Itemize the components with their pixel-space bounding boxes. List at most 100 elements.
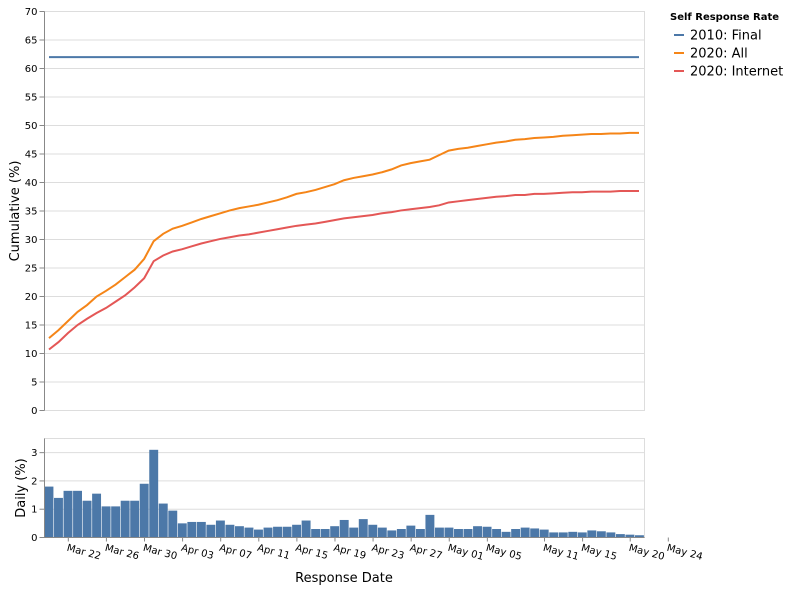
daily-bar bbox=[168, 510, 178, 538]
daily-bar bbox=[492, 529, 502, 538]
daily-bar bbox=[425, 514, 435, 538]
daily-bar bbox=[473, 526, 482, 538]
cumulative-y-tick-label: 70 bbox=[25, 7, 38, 18]
cumulative-y-tick-label: 50 bbox=[25, 121, 38, 132]
x-tick-label: May 15 bbox=[580, 543, 618, 563]
x-axis-title: Response Date bbox=[295, 571, 393, 586]
daily-bar bbox=[539, 529, 549, 538]
daily-bar bbox=[292, 524, 302, 538]
x-tick-label: Apr 11 bbox=[256, 543, 291, 562]
cumulative-y-tick-label: 55 bbox=[25, 93, 38, 104]
daily-bar bbox=[92, 493, 102, 538]
daily-bar bbox=[596, 531, 606, 538]
daily-bar bbox=[111, 506, 121, 538]
x-tick-label: Apr 03 bbox=[180, 543, 215, 562]
legend-title: Self Response Rate bbox=[670, 12, 779, 23]
daily-bar bbox=[196, 521, 206, 538]
daily-bar bbox=[225, 524, 235, 538]
daily-bar bbox=[634, 535, 644, 538]
legend-item: 2010: Final bbox=[674, 29, 762, 44]
legend-item: 2020: All bbox=[674, 47, 748, 62]
daily-bar bbox=[177, 523, 187, 538]
date-x-axis: Mar 22 Mar 26 Mar 30 Apr 03 Apr 07 Apr 11 Apr … bbox=[44, 537, 704, 563]
daily-bar bbox=[130, 500, 140, 538]
daily-y-tick-label: 1 bbox=[31, 505, 37, 516]
x-tick-label: Mar 22 bbox=[66, 543, 102, 563]
daily-bar bbox=[444, 527, 454, 538]
daily-bar bbox=[244, 527, 254, 538]
daily-bar bbox=[234, 526, 244, 538]
daily-bar bbox=[215, 520, 225, 538]
daily-bar bbox=[549, 532, 559, 538]
daily-bar bbox=[415, 529, 425, 538]
legend: Self Response Rate 2010: Final 2020: All 2… bbox=[670, 12, 783, 80]
cumulative-y-tick-label: 30 bbox=[25, 235, 38, 246]
legend-label: 2020: All bbox=[690, 47, 748, 62]
cumulative-y-tick-label: 20 bbox=[25, 292, 38, 303]
cumulative-y-tick-label: 65 bbox=[25, 36, 38, 47]
x-tick-label: May 20 bbox=[627, 543, 665, 563]
daily-bar bbox=[101, 506, 111, 538]
cumulative-y-tick-label: 40 bbox=[25, 178, 38, 189]
daily-bar bbox=[139, 483, 149, 538]
daily-bar bbox=[501, 531, 511, 538]
daily-bar bbox=[63, 490, 73, 538]
daily-bar bbox=[511, 529, 521, 538]
daily-bar bbox=[73, 490, 82, 538]
daily-bar bbox=[434, 527, 444, 538]
daily-bar bbox=[577, 532, 587, 538]
x-tick-label: Apr 07 bbox=[218, 543, 253, 562]
daily-bar bbox=[463, 529, 473, 538]
daily-bar bbox=[282, 526, 292, 538]
cumulative-y-tick-label: 35 bbox=[25, 207, 38, 218]
daily-bar bbox=[301, 520, 311, 538]
x-tick-label: May 01 bbox=[447, 543, 485, 563]
daily-bar bbox=[54, 497, 63, 538]
daily-bar bbox=[377, 527, 387, 538]
daily-y-tick-label: 3 bbox=[31, 448, 37, 459]
daily-y-axis-title: Daily (%) bbox=[14, 458, 29, 518]
daily-bar bbox=[254, 529, 263, 538]
legend-item: 2020: Internet bbox=[674, 65, 783, 80]
daily-bar bbox=[149, 449, 159, 538]
cumulative-line-chart: 0 5 10 15 20 25 30 35 40 45 50 55 60 65 70 Cumulative … bbox=[8, 7, 645, 417]
x-tick-label: Apr 27 bbox=[408, 543, 443, 562]
daily-bar bbox=[206, 524, 216, 538]
daily-bar bbox=[406, 525, 416, 538]
legend-label: 2020: Internet bbox=[690, 65, 783, 80]
daily-bar bbox=[187, 521, 197, 538]
daily-bars bbox=[44, 449, 644, 538]
daily-bar bbox=[120, 500, 130, 538]
series-line-2020-internet bbox=[48, 190, 639, 351]
x-tick-label: Apr 19 bbox=[332, 543, 367, 562]
cumulative-y-axis: 0 5 10 15 20 25 30 35 40 45 50 55 60 65 70 bbox=[25, 7, 45, 417]
x-tick-label: May 11 bbox=[542, 543, 580, 563]
daily-bar bbox=[339, 519, 349, 538]
cumulative-y-tick-label: 10 bbox=[25, 349, 38, 360]
daily-bar bbox=[263, 527, 273, 538]
daily-y-tick-label: 2 bbox=[31, 476, 37, 487]
daily-bar bbox=[368, 524, 378, 538]
cumulative-y-tick-label: 60 bbox=[25, 64, 38, 75]
daily-bar bbox=[82, 500, 92, 538]
cumulative-y-tick-label: 25 bbox=[25, 264, 38, 275]
daily-bar bbox=[44, 486, 54, 538]
daily-bar bbox=[454, 529, 463, 538]
daily-bar bbox=[320, 529, 330, 538]
daily-bar bbox=[330, 526, 340, 538]
x-tick-label: Mar 26 bbox=[104, 543, 140, 563]
x-tick-label: Apr 15 bbox=[294, 543, 329, 562]
daily-bar bbox=[482, 526, 492, 538]
daily-bar bbox=[396, 529, 406, 538]
cumulative-y-tick-label: 5 bbox=[31, 378, 37, 389]
x-tick-label: Mar 30 bbox=[142, 543, 178, 563]
daily-bar bbox=[530, 528, 540, 538]
cumulative-y-axis-title: Cumulative (%) bbox=[8, 161, 23, 262]
daily-y-axis: 0 1 2 3 bbox=[31, 438, 45, 544]
daily-y-tick-label: 0 bbox=[31, 533, 37, 544]
daily-bar bbox=[358, 519, 368, 538]
daily-bar bbox=[625, 534, 635, 538]
daily-bar bbox=[273, 526, 282, 538]
